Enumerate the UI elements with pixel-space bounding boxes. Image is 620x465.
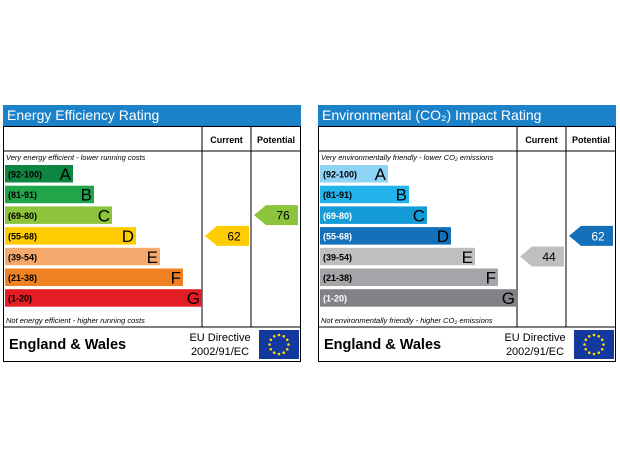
eu-flag-star-icon <box>584 347 588 351</box>
band-f-bar <box>320 268 498 286</box>
band-range-label: (55-68) <box>8 232 37 242</box>
band-letter: E <box>462 248 473 267</box>
band-f-bar <box>5 268 183 286</box>
eu-flag-star-icon <box>268 343 271 346</box>
band-a-bar <box>320 165 388 183</box>
panel-title: Environmental (CO₂) Impact Rating <box>318 105 616 126</box>
potential-rating-value: 62 <box>591 229 605 243</box>
eu-flag-star-icon <box>282 334 286 338</box>
eu-flag-star-icon <box>277 333 281 337</box>
potential-rating-arrow <box>569 225 613 246</box>
band-b-bar <box>320 185 409 204</box>
band-g-bar <box>320 289 517 307</box>
band-d-bar <box>5 227 136 245</box>
band-letter: G <box>187 289 200 308</box>
current-rating-arrow <box>520 246 564 267</box>
band-letter: C <box>98 206 110 225</box>
band-range-label: (55-68) <box>323 232 352 242</box>
band-c-bar <box>320 206 427 224</box>
band-range-label: (39-54) <box>323 252 352 262</box>
bottom-note: Not energy efficient - higher running co… <box>6 316 145 325</box>
eu-flag-star-icon <box>272 351 276 355</box>
band-range-label: (21-38) <box>323 273 352 283</box>
top-note: Very environmentally friendly - lower CO… <box>321 153 493 162</box>
chart-frame <box>3 126 301 362</box>
column-header-potential: Potential <box>257 135 295 145</box>
eu-flag-star-icon <box>285 338 289 342</box>
footer-region: England & Wales <box>324 337 441 353</box>
potential-rating-value: 76 <box>276 209 290 223</box>
eu-flag-star-icon <box>597 351 601 355</box>
energy-efficiency-panel: Energy Efficiency Rating Current Potentia… <box>3 105 301 362</box>
eu-flag-star-icon <box>272 334 276 338</box>
band-c-bar <box>5 206 112 224</box>
band-letter: A <box>375 165 387 184</box>
eu-flag-star-icon <box>592 333 596 337</box>
energy-efficiency-chart: Current Potential Very energy efficient - … <box>3 126 301 362</box>
band-b-bar <box>5 185 94 204</box>
current-rating-value: 62 <box>227 229 241 243</box>
footer-directive: EU Directive <box>504 332 565 344</box>
band-letter: B <box>81 186 92 205</box>
eu-flag-star-icon <box>592 352 596 356</box>
band-letter: F <box>486 269 496 288</box>
eu-flag-star-icon <box>600 347 604 351</box>
eu-flag-star-icon <box>285 347 289 351</box>
footer-directive-number: 2002/91/EC <box>506 346 564 358</box>
band-range-label: (92-100) <box>323 170 357 180</box>
band-letter: F <box>171 269 181 288</box>
band-e-bar <box>320 247 475 266</box>
band-range-label: (39-54) <box>8 252 37 262</box>
eu-flag-star-icon <box>587 351 591 355</box>
band-letter: D <box>122 227 134 246</box>
band-range-label: (21-38) <box>8 273 37 283</box>
column-header-current: Current <box>525 135 558 145</box>
eu-flag-star-icon <box>597 334 601 338</box>
potential-rating-arrow <box>254 205 298 226</box>
band-letter: A <box>60 165 72 184</box>
band-letter: B <box>396 186 407 205</box>
eu-flag-star-icon <box>584 338 588 342</box>
band-range-label: (81-91) <box>323 190 352 200</box>
band-a-bar <box>5 165 73 183</box>
environmental-impact-panel: Environmental (CO₂) Impact Rating Curren… <box>318 105 616 362</box>
top-note: Very energy efficient - lower running co… <box>6 153 146 162</box>
chart-frame <box>318 126 616 362</box>
band-e-bar <box>5 247 160 266</box>
column-header-potential: Potential <box>572 135 610 145</box>
eu-flag-star-icon <box>269 338 273 342</box>
eu-flag-star-icon <box>269 347 273 351</box>
footer-region: England & Wales <box>9 337 126 353</box>
band-range-label: (1-20) <box>323 294 347 304</box>
band-range-label: (1-20) <box>8 294 32 304</box>
eu-flag-star-icon <box>602 343 605 346</box>
band-range-label: (69-80) <box>323 211 352 221</box>
environmental-impact-chart: Current Potential Very environmentally fri… <box>318 126 616 362</box>
band-letter: D <box>437 227 449 246</box>
current-rating-arrow <box>205 225 249 246</box>
eu-flag-star-icon <box>587 334 591 338</box>
band-letter: G <box>502 289 515 308</box>
band-g-bar <box>5 289 202 307</box>
eu-flag-star-icon <box>600 338 604 342</box>
band-range-label: (69-80) <box>8 211 37 221</box>
eu-flag-star-icon <box>583 343 586 346</box>
column-header-current: Current <box>210 135 243 145</box>
band-d-bar <box>320 227 451 245</box>
current-rating-value: 44 <box>542 250 556 264</box>
eu-flag-star-icon <box>282 351 286 355</box>
band-letter: E <box>147 248 158 267</box>
band-range-label: (92-100) <box>8 170 42 180</box>
footer-directive-number: 2002/91/EC <box>191 346 249 358</box>
bottom-note: Not environmentally friendly - higher CO… <box>321 316 493 325</box>
panel-title: Energy Efficiency Rating <box>3 105 301 126</box>
footer-directive: EU Directive <box>189 332 250 344</box>
eu-flag-star-icon <box>277 352 281 356</box>
band-letter: C <box>413 206 425 225</box>
eu-flag-star-icon <box>287 343 290 346</box>
band-range-label: (81-91) <box>8 190 37 200</box>
